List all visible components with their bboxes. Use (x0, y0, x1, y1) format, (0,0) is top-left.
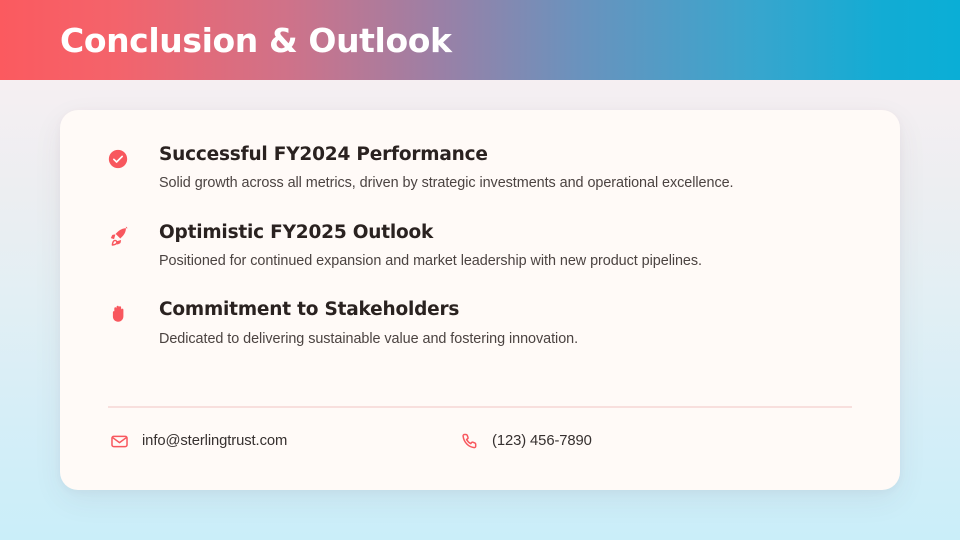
point-description: Dedicated to delivering sustainable valu… (159, 330, 579, 347)
list-item: Commitment to Stakeholders Dedicated to … (108, 299, 852, 349)
contact-email[interactable]: info@sterlingtrust.com (108, 430, 458, 452)
list-item-body: Commitment to Stakeholders Dedicated to … (138, 299, 578, 349)
list-item: Successful FY2024 Performance Solid grow… (108, 144, 852, 194)
list-item-body: Optimistic FY2025 Outlook Positioned for… (138, 222, 702, 272)
page-header: Conclusion & Outlook (0, 0, 960, 80)
key-points-list: Successful FY2024 Performance Solid grow… (108, 144, 852, 349)
phone-icon (458, 430, 480, 452)
contact-row: info@sterlingtrust.com (123) 456-7890 (108, 430, 852, 452)
contact-phone[interactable]: (123) 456-7890 (458, 430, 592, 452)
check-circle-icon (108, 144, 138, 170)
point-title: Commitment to Stakeholders (159, 299, 460, 321)
contact-phone-value: (123) 456-7890 (492, 433, 592, 449)
point-title: Successful FY2024 Performance (159, 144, 488, 165)
conclusion-card: Successful FY2024 Performance Solid grow… (60, 110, 900, 490)
contact-email-value: info@sterlingtrust.com (142, 433, 288, 449)
point-description: Positioned for continued expansion and m… (159, 252, 702, 269)
list-item: Optimistic FY2025 Outlook Positioned for… (108, 222, 852, 272)
footer-divider (108, 406, 852, 408)
raised-hand-icon (108, 299, 138, 325)
list-item-body: Successful FY2024 Performance Solid grow… (138, 144, 734, 194)
email-icon (108, 430, 130, 452)
page-title: Conclusion & Outlook (60, 20, 452, 60)
rocket-icon (108, 222, 138, 248)
point-description: Solid growth across all metrics, driven … (159, 175, 734, 192)
point-title: Optimistic FY2025 Outlook (159, 221, 434, 243)
